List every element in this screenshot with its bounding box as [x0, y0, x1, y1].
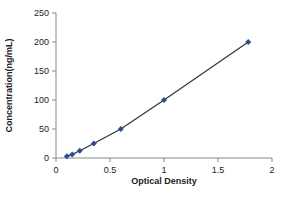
y-tick	[52, 129, 56, 130]
point	[69, 151, 75, 157]
y-tick-label: 150	[34, 66, 49, 76]
chart: 0 0.5 1 1.5 2 0 50 100 150 200 250 Optical Density C…	[0, 0, 300, 200]
point	[91, 141, 97, 147]
x-tick-label: 0.5	[104, 165, 117, 175]
point	[77, 148, 83, 154]
plot-area	[64, 39, 251, 159]
x-tick	[164, 158, 165, 162]
y-tick	[52, 100, 56, 101]
x-axis-title: Optical Density	[131, 176, 197, 186]
y-tick	[52, 42, 56, 43]
x-tick	[218, 158, 219, 162]
curve	[67, 42, 248, 156]
x-tick-label: 1.5	[212, 165, 225, 175]
x-tick-label: 1	[161, 165, 166, 175]
y-tick	[52, 13, 56, 14]
x-tick	[110, 158, 111, 162]
y-tick	[52, 71, 56, 72]
y-axis	[56, 13, 57, 158]
y-axis-title: Concentration(ng/mL)	[4, 39, 14, 133]
point	[118, 126, 124, 132]
y-tick-label: 100	[34, 95, 49, 105]
x-tick-label: 2	[269, 165, 274, 175]
y-tick-label: 250	[34, 8, 49, 18]
y-tick-label: 0	[44, 153, 49, 163]
y-tick	[52, 158, 56, 159]
point	[161, 97, 167, 103]
point	[245, 39, 251, 45]
x-tick	[272, 158, 273, 162]
x-tick	[56, 158, 57, 162]
y-tick-label: 50	[39, 124, 49, 134]
x-tick-label: 0	[53, 165, 58, 175]
y-tick-label: 200	[34, 37, 49, 47]
point	[64, 153, 70, 159]
